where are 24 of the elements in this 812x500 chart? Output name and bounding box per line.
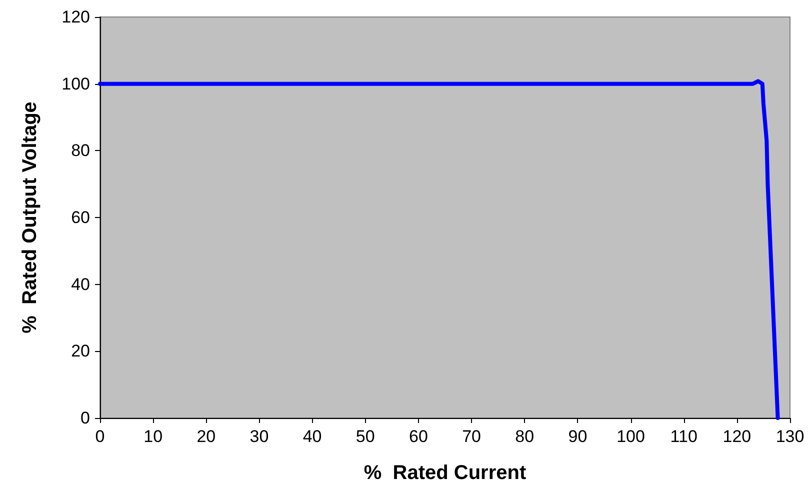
x-tick-label: 60	[409, 427, 428, 446]
x-tick-label: 50	[356, 427, 375, 446]
y-tick-label: 20	[71, 342, 90, 361]
y-tick-label: 60	[71, 208, 90, 227]
x-tick-label: 10	[144, 427, 163, 446]
x-tick-label: 80	[515, 427, 534, 446]
x-tick-label: 20	[196, 427, 216, 446]
x-tick-label: 30	[250, 427, 269, 446]
y-tick-label: 0	[80, 408, 90, 428]
x-tick-label: 120	[722, 427, 752, 446]
x-tick-label: 70	[462, 427, 481, 446]
x-tick-label: 110	[670, 427, 698, 446]
y-tick-label: 40	[71, 274, 90, 294]
y-tick-label: 80	[71, 141, 90, 160]
x-tick-label: 130	[776, 427, 804, 446]
x-tick-label: 0	[95, 427, 105, 446]
y-tick-label: 100	[62, 74, 90, 94]
line-series	[98, 79, 780, 420]
y-axis-title: % Rated Output Voltage	[19, 102, 41, 334]
y-tick-label: 120	[62, 8, 90, 26]
x-tick-label: 40	[302, 427, 322, 446]
x-tick-label: 90	[568, 427, 588, 446]
x-axis-title: % Rated Current	[364, 462, 526, 484]
x-tick-label: 100	[616, 427, 645, 446]
